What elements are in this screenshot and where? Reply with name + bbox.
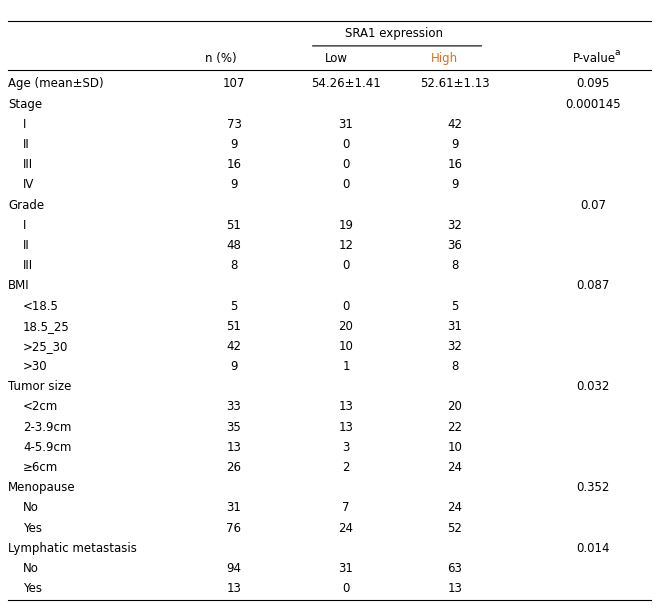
Text: 4-5.9cm: 4-5.9cm [23,441,71,454]
Text: 19: 19 [339,218,353,232]
Text: I: I [23,118,26,131]
Text: 8: 8 [230,259,238,272]
Text: SRA1 expression: SRA1 expression [345,27,443,40]
Text: >30: >30 [23,360,47,373]
Text: 0.095: 0.095 [577,77,610,91]
Text: 20: 20 [339,319,353,333]
Text: 33: 33 [227,400,241,414]
Text: 12: 12 [339,239,353,252]
Text: II: II [23,138,30,151]
Text: 8: 8 [451,360,459,373]
Text: 0.087: 0.087 [577,279,610,293]
Text: Menopause: Menopause [8,481,76,494]
Text: 94: 94 [227,562,241,575]
Text: No: No [23,562,39,575]
Text: 0: 0 [342,582,350,595]
Text: 31: 31 [339,118,353,131]
Text: 51: 51 [227,319,241,333]
Text: 0.07: 0.07 [580,198,606,212]
Text: 48: 48 [227,239,241,252]
Text: 2-3.9cm: 2-3.9cm [23,420,71,434]
Text: Yes: Yes [23,582,42,595]
Text: 26: 26 [227,461,241,474]
Text: 7: 7 [342,501,350,515]
Text: 63: 63 [447,562,462,575]
Text: 10: 10 [339,340,353,353]
Text: 1: 1 [342,360,350,373]
Text: 0: 0 [342,178,350,192]
Text: 9: 9 [451,138,459,151]
Text: 13: 13 [339,420,353,434]
Text: 9: 9 [451,178,459,192]
Text: 32: 32 [447,218,462,232]
Text: 52.61±1.13: 52.61±1.13 [420,77,490,91]
Text: 52: 52 [447,521,462,535]
Text: Tumor size: Tumor size [8,380,71,394]
Text: <18.5: <18.5 [23,299,59,313]
Text: 36: 36 [447,239,462,252]
Text: >25_30: >25_30 [23,340,69,353]
Text: 0: 0 [342,158,350,171]
Text: Age (mean±SD): Age (mean±SD) [8,77,103,91]
Text: 13: 13 [227,582,241,595]
Text: n (%): n (%) [205,51,237,65]
Text: 22: 22 [447,420,462,434]
Text: 9: 9 [230,178,238,192]
Text: 5: 5 [230,299,238,313]
Text: 20: 20 [447,400,462,414]
Text: 24: 24 [447,501,462,515]
Text: 13: 13 [447,582,462,595]
Text: 76: 76 [227,521,241,535]
Text: P-value: P-value [573,51,616,65]
Text: ≥6cm: ≥6cm [23,461,58,474]
Text: 42: 42 [447,118,462,131]
Text: Lymphatic metastasis: Lymphatic metastasis [8,542,137,555]
Text: III: III [23,259,33,272]
Text: II: II [23,239,30,252]
Text: 3: 3 [342,441,350,454]
Text: 51: 51 [227,218,241,232]
Text: 10: 10 [447,441,462,454]
Text: No: No [23,501,39,515]
Text: III: III [23,158,33,171]
Text: 0: 0 [342,259,350,272]
Text: High: High [431,51,459,65]
Text: Yes: Yes [23,521,42,535]
Text: <2cm: <2cm [23,400,58,414]
Text: 54.26±1.41: 54.26±1.41 [311,77,381,91]
Text: 24: 24 [447,461,462,474]
Text: 35: 35 [227,420,241,434]
Text: 31: 31 [227,501,241,515]
Text: a: a [614,48,619,56]
Text: Stage: Stage [8,97,42,111]
Text: I: I [23,218,26,232]
Text: 8: 8 [451,259,459,272]
Text: 9: 9 [230,360,238,373]
Text: BMI: BMI [8,279,30,293]
Text: 0: 0 [342,299,350,313]
Text: 16: 16 [447,158,462,171]
Text: 0: 0 [342,138,350,151]
Text: 42: 42 [227,340,241,353]
Text: 13: 13 [227,441,241,454]
Text: 5: 5 [451,299,459,313]
Text: 0.032: 0.032 [577,380,610,394]
Text: 0.014: 0.014 [577,542,610,555]
Text: 31: 31 [339,562,353,575]
Text: 32: 32 [447,340,462,353]
Text: Low: Low [325,51,347,65]
Text: 2: 2 [342,461,350,474]
Text: 9: 9 [230,138,238,151]
Text: 0.000145: 0.000145 [565,97,621,111]
Text: Grade: Grade [8,198,44,212]
Text: 13: 13 [339,400,353,414]
Text: 107: 107 [223,77,245,91]
Text: 0.352: 0.352 [577,481,610,494]
Text: 73: 73 [227,118,241,131]
Text: 16: 16 [227,158,241,171]
Text: 18.5_25: 18.5_25 [23,319,70,333]
Text: 31: 31 [447,319,462,333]
Text: 24: 24 [339,521,353,535]
Text: IV: IV [23,178,34,192]
